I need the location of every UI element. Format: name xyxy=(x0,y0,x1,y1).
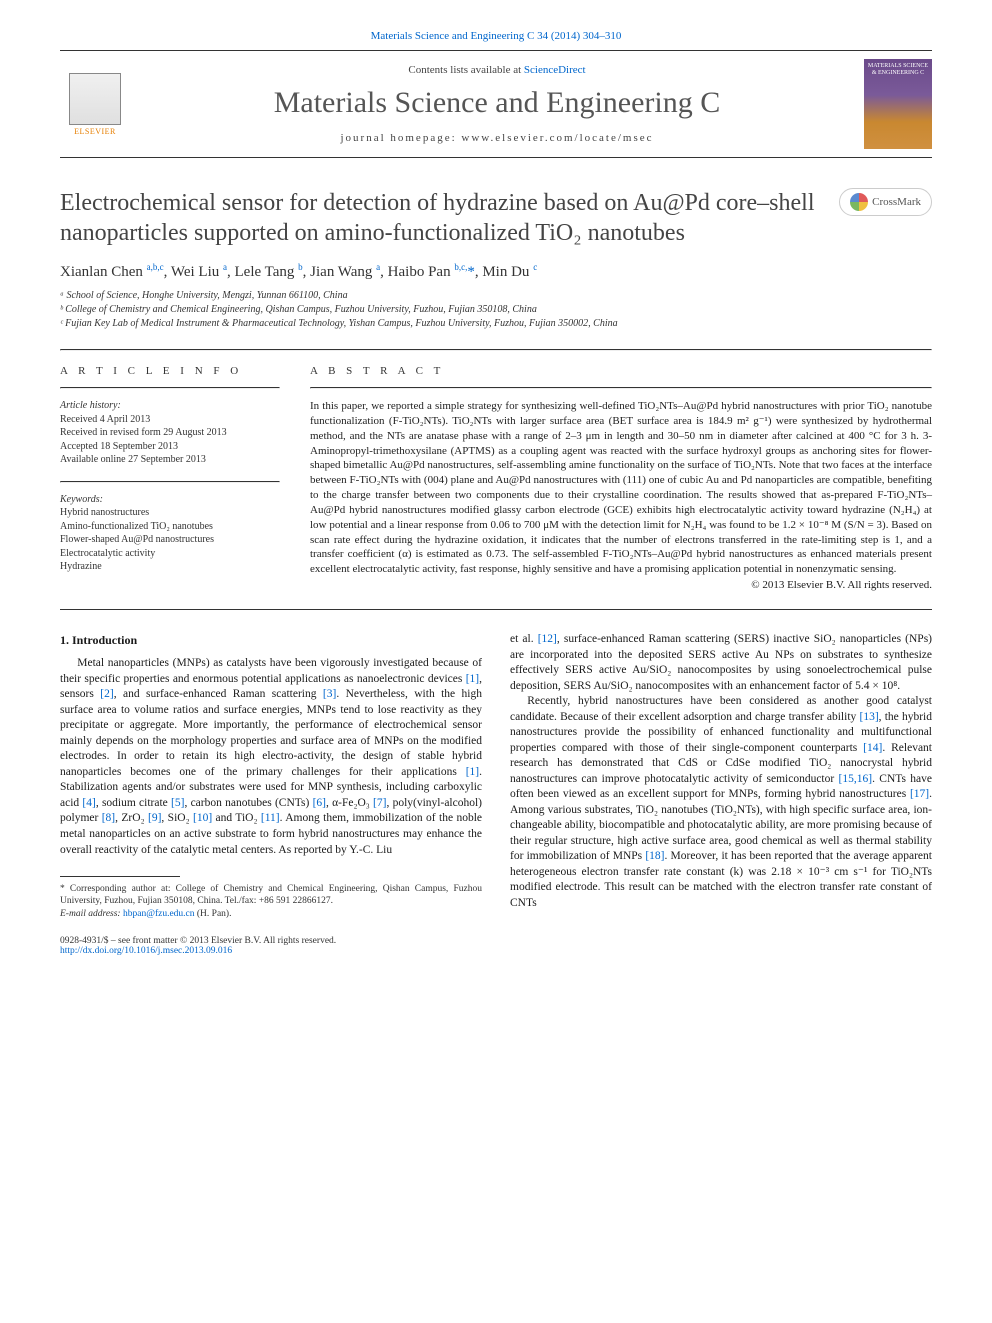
keyword-4: Electrocatalytic activity xyxy=(60,547,280,561)
footnote-separator xyxy=(60,876,180,877)
article-title: Electrochemical sensor for detection of … xyxy=(60,188,820,248)
body-two-column: 1. Introduction Metal nanoparticles (MNP… xyxy=(60,632,932,920)
citation-link[interactable]: Materials Science and Engineering C 34 (… xyxy=(371,30,622,42)
journal-homepage: journal homepage: www.elsevier.com/locat… xyxy=(130,132,864,144)
intro-para-3: Recently, hybrid nanostructures have bee… xyxy=(510,694,932,911)
keyword-3: Flower-shaped Au@Pd nanostructures xyxy=(60,533,280,547)
crossmark-label: CrossMark xyxy=(872,196,921,208)
page-footer: 0928-4931/$ – see front matter © 2013 El… xyxy=(60,936,932,956)
journal-header: ELSEVIER Contents lists available at Sci… xyxy=(60,50,932,158)
elsevier-tree-icon xyxy=(69,73,121,125)
elsevier-logo: ELSEVIER xyxy=(60,64,130,144)
abstract-copyright: © 2013 Elsevier B.V. All rights reserved… xyxy=(310,579,932,591)
contents-line: Contents lists available at ScienceDirec… xyxy=(130,64,864,76)
abstract-text: In this paper, we reported a simple stra… xyxy=(310,399,932,577)
keyword-1: Hybrid nanostructures xyxy=(60,506,280,520)
intro-para-1: Metal nanoparticles (MNPs) as catalysts … xyxy=(60,656,482,858)
affiliation-c: ᶜ Fujian Key Lab of Medical Instrument &… xyxy=(60,317,932,331)
journal-cover-thumbnail: MATERIALS SCIENCE & ENGINEERING C xyxy=(864,59,932,149)
section-1-heading: 1. Introduction xyxy=(60,632,482,648)
history-accepted: Accepted 18 September 2013 xyxy=(60,440,280,454)
keywords-label: Keywords: xyxy=(60,493,280,507)
journal-name: Materials Science and Engineering C xyxy=(130,86,864,120)
contents-prefix: Contents lists available at xyxy=(408,64,523,76)
email-label: E-mail address: xyxy=(60,909,123,919)
affiliations: ᵃ School of Science, Honghe University, … xyxy=(60,289,932,331)
email-link[interactable]: hbpan@fzu.edu.cn xyxy=(123,909,195,919)
abstract-column: A B S T R A C T In this paper, we report… xyxy=(310,365,932,591)
elsevier-wordmark: ELSEVIER xyxy=(74,127,116,136)
intro-para-2: et al. [12], surface-enhanced Raman scat… xyxy=(510,632,932,694)
corresponding-footnote: * Corresponding author at: College of Ch… xyxy=(60,883,482,920)
sciencedirect-link[interactable]: ScienceDirect xyxy=(524,64,586,76)
abstract-heading: A B S T R A C T xyxy=(310,365,932,377)
abstract-rule xyxy=(310,387,932,389)
history-received: Received 4 April 2013 xyxy=(60,413,280,427)
doi-link[interactable]: http://dx.doi.org/10.1016/j.msec.2013.09… xyxy=(60,946,232,956)
crossmark-icon xyxy=(850,193,868,211)
homepage-url[interactable]: www.elsevier.com/locate/msec xyxy=(461,132,653,144)
email-suffix: (H. Pan). xyxy=(195,909,232,919)
affiliation-b: ᵇ College of Chemistry and Chemical Engi… xyxy=(60,303,932,317)
citation-header: Materials Science and Engineering C 34 (… xyxy=(60,30,932,42)
keywords-rule xyxy=(60,481,280,483)
history-revised: Received in revised form 29 August 2013 xyxy=(60,426,280,440)
history-online: Available online 27 September 2013 xyxy=(60,453,280,467)
crossmark-badge[interactable]: CrossMark xyxy=(839,188,932,216)
authors-line: Xianlan Chen a,b,c, Wei Liu a, Lele Tang… xyxy=(60,262,932,281)
keyword-2: Amino-functionalized TiO₂ nanotubes xyxy=(60,520,280,534)
keyword-5: Hydrazine xyxy=(60,560,280,574)
article-info-column: A R T I C L E I N F O Article history: R… xyxy=(60,365,280,591)
issn-line: 0928-4931/$ – see front matter © 2013 El… xyxy=(60,936,336,946)
corresponding-text: * Corresponding author at: College of Ch… xyxy=(60,883,482,908)
history-label: Article history: xyxy=(60,399,280,413)
info-rule xyxy=(60,387,280,389)
article-info-heading: A R T I C L E I N F O xyxy=(60,365,280,377)
homepage-label: journal homepage: xyxy=(340,132,461,144)
affiliation-a: ᵃ School of Science, Honghe University, … xyxy=(60,289,932,303)
